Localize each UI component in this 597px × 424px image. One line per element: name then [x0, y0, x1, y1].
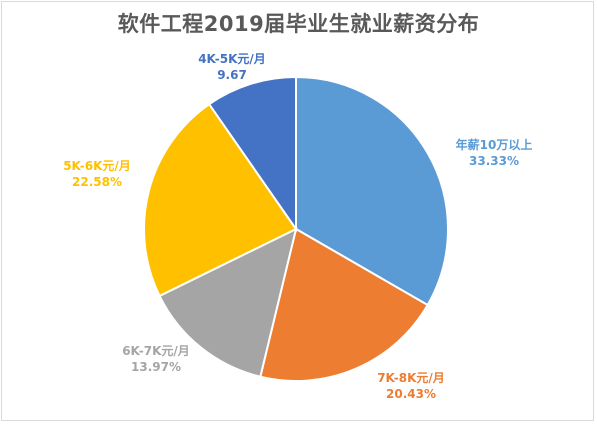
slice-label: 4K-5K元/月: [198, 52, 266, 66]
pie-slice: [207, 75, 297, 233]
slice-label: 6K-7K元/月: [122, 344, 190, 358]
slice-value-label: 22.58%: [72, 175, 122, 189]
chart-title: 软件工程2019届毕业生就业薪资分布: [117, 12, 480, 36]
slice-label: 7K-8K元/月: [377, 371, 445, 385]
slice-value-label: 33.33%: [469, 154, 519, 168]
slice-value-label: 20.43%: [386, 387, 436, 401]
slice-label: 5K-6K元/月: [63, 159, 131, 173]
pie-slice: [143, 102, 298, 298]
slice-label: 年薪10万以上: [456, 137, 533, 152]
pie-slice: [259, 227, 429, 382]
pie-slice: [295, 75, 449, 307]
slice-value-label: 13.97%: [131, 360, 181, 374]
slice-value-label: 9.67: [217, 68, 247, 82]
pie-slice: [158, 227, 298, 378]
